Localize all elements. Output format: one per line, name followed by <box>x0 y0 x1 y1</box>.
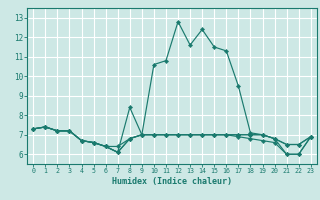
X-axis label: Humidex (Indice chaleur): Humidex (Indice chaleur) <box>112 177 232 186</box>
